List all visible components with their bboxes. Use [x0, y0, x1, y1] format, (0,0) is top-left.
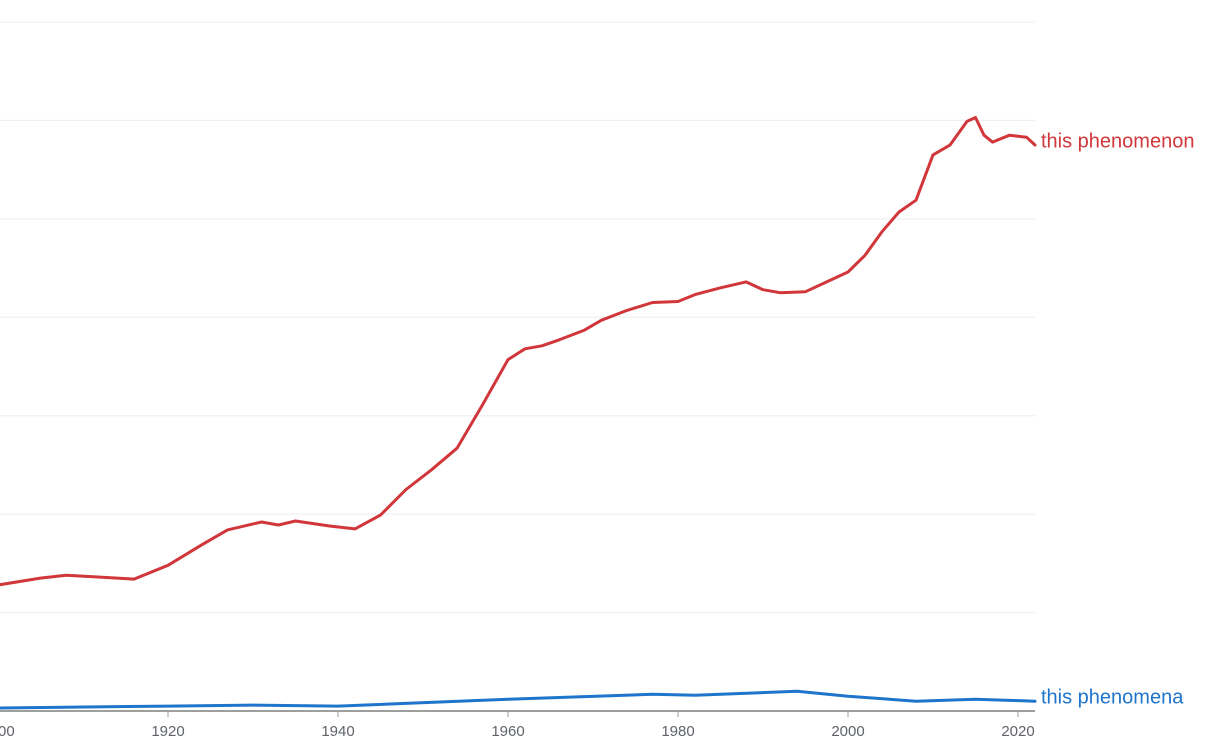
series-label: this phenomena [1041, 686, 1184, 708]
line-series [0, 689, 1037, 710]
x-tick-label: 2020 [1001, 723, 1034, 740]
x-tick-label: 1960 [491, 723, 524, 740]
line-series [0, 116, 1037, 587]
x-tick-label: 1920 [151, 723, 184, 740]
x-tick-label: 1900 [0, 723, 15, 740]
x-tick-label: 2000 [831, 723, 864, 740]
x-tick-label: 1980 [661, 723, 694, 740]
series-label: this phenomenon [1041, 130, 1194, 152]
x-tick-label: 1940 [321, 723, 354, 740]
